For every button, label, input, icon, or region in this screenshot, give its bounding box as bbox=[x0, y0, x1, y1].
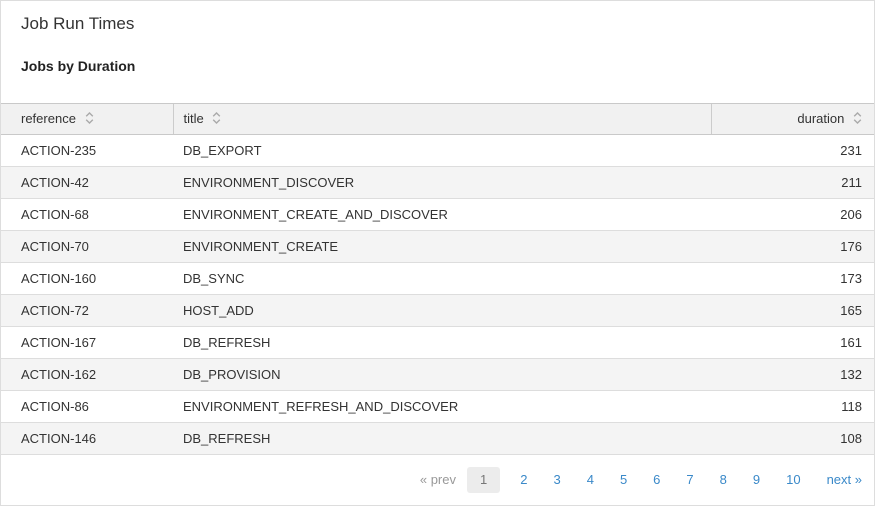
page-link-current: 1 bbox=[467, 467, 501, 493]
page-link-9[interactable]: 9 bbox=[752, 472, 761, 487]
sort-icon bbox=[212, 112, 221, 127]
sort-icon bbox=[85, 112, 94, 127]
table-row: ACTION-146 DB_REFRESH 108 bbox=[1, 422, 874, 455]
column-header-title[interactable]: title bbox=[172, 103, 711, 135]
cell-title: ENVIRONMENT_DISCOVER bbox=[173, 166, 711, 199]
page-link-7[interactable]: 7 bbox=[686, 472, 694, 487]
cell-title: DB_REFRESH bbox=[173, 422, 711, 455]
table-row: ACTION-162 DB_PROVISION 132 bbox=[1, 358, 874, 391]
column-header-duration-label: duration bbox=[797, 111, 845, 126]
cell-duration: 132 bbox=[711, 358, 874, 391]
column-header-duration[interactable]: duration bbox=[710, 103, 874, 135]
page-link-2[interactable]: 2 bbox=[520, 472, 528, 487]
table-row: ACTION-235 DB_EXPORT 231 bbox=[1, 134, 874, 167]
cell-duration: 108 bbox=[711, 422, 874, 455]
page-link-8[interactable]: 8 bbox=[719, 472, 727, 487]
cell-reference: ACTION-42 bbox=[1, 166, 173, 199]
cell-title: DB_REFRESH bbox=[173, 326, 711, 359]
page-subtitle: Jobs by Duration bbox=[21, 58, 136, 74]
table-row: ACTION-86 ENVIRONMENT_REFRESH_AND_DISCOV… bbox=[1, 390, 874, 423]
jobs-table: reference title duration bbox=[1, 103, 874, 455]
cell-reference: ACTION-72 bbox=[1, 294, 173, 327]
cell-duration: 118 bbox=[711, 390, 874, 423]
cell-title: DB_EXPORT bbox=[173, 134, 711, 167]
pagination: « prev 1 2 3 4 5 6 7 8 9 10 next » bbox=[1, 455, 874, 493]
page-link-3[interactable]: 3 bbox=[553, 472, 561, 487]
column-header-reference-label: reference bbox=[21, 111, 76, 126]
table-row: ACTION-70 ENVIRONMENT_CREATE 176 bbox=[1, 230, 874, 263]
cell-reference: ACTION-235 bbox=[1, 134, 173, 167]
page-link-6[interactable]: 6 bbox=[653, 472, 661, 487]
cell-duration: 173 bbox=[711, 262, 874, 295]
cell-duration: 165 bbox=[711, 294, 874, 327]
cell-reference: ACTION-86 bbox=[1, 390, 173, 423]
cell-reference: ACTION-160 bbox=[1, 262, 173, 295]
table-row: ACTION-160 DB_SYNC 173 bbox=[1, 262, 874, 295]
prev-page-link: « prev bbox=[419, 472, 456, 487]
page-link-4[interactable]: 4 bbox=[586, 472, 594, 487]
table-row: ACTION-68 ENVIRONMENT_CREATE_AND_DISCOVE… bbox=[1, 198, 874, 231]
cell-title: ENVIRONMENT_REFRESH_AND_DISCOVER bbox=[173, 390, 711, 423]
cell-title: ENVIRONMENT_CREATE_AND_DISCOVER bbox=[173, 198, 711, 231]
page-title: Job Run Times bbox=[21, 14, 135, 33]
table-row: ACTION-42 ENVIRONMENT_DISCOVER 211 bbox=[1, 166, 874, 199]
cell-title: ENVIRONMENT_CREATE bbox=[173, 230, 711, 263]
column-header-title-label: title bbox=[183, 111, 204, 126]
page-link-10[interactable]: 10 bbox=[786, 472, 801, 487]
table-row: ACTION-167 DB_REFRESH 161 bbox=[1, 326, 874, 359]
sort-icon bbox=[853, 112, 862, 127]
cell-reference: ACTION-70 bbox=[1, 230, 173, 263]
page-link-5[interactable]: 5 bbox=[619, 472, 628, 487]
panel-header: Job Run Times Jobs by Duration bbox=[1, 1, 874, 75]
next-page-link[interactable]: next » bbox=[826, 472, 862, 487]
cell-duration: 206 bbox=[711, 198, 874, 231]
cell-duration: 176 bbox=[711, 230, 874, 263]
cell-title: DB_PROVISION bbox=[173, 358, 711, 391]
column-header-reference[interactable]: reference bbox=[1, 103, 173, 135]
cell-reference: ACTION-167 bbox=[1, 326, 173, 359]
cell-duration: 161 bbox=[711, 326, 874, 359]
table-header-row: reference title duration bbox=[1, 103, 874, 135]
cell-title: DB_SYNC bbox=[173, 262, 711, 295]
cell-reference: ACTION-146 bbox=[1, 422, 173, 455]
cell-duration: 211 bbox=[711, 166, 874, 199]
table-row: ACTION-72 HOST_ADD 165 bbox=[1, 294, 874, 327]
cell-reference: ACTION-162 bbox=[1, 358, 173, 391]
cell-reference: ACTION-68 bbox=[1, 198, 173, 231]
cell-duration: 231 bbox=[711, 134, 874, 167]
cell-title: HOST_ADD bbox=[173, 294, 711, 327]
